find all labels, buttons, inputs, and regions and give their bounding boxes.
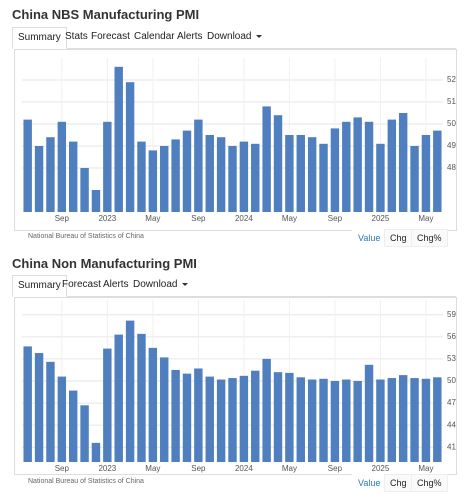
button[interactable]: Chg% [411,229,448,247]
caret-icon [256,34,263,38]
tab-label: Download [133,279,178,290]
tab[interactable]: Summary [12,275,67,297]
tab-bar: Summary Stats Forecast Calendar Alerts D… [12,27,456,49]
button[interactable]: Chg [384,474,413,492]
tab-dropdown[interactable]: Download [202,27,267,47]
button[interactable]: Value [352,474,387,492]
tab-bar: Summary Forecast Alerts Download [12,275,456,297]
tab[interactable]: Alerts [103,279,129,290]
chart-box [14,297,457,475]
source: National Bureau of Statistics of China [28,478,144,485]
chart-box [14,49,457,231]
chart-title: China NBS Manufacturing PMI [12,7,200,22]
tab-dropdown[interactable]: Download [128,275,193,295]
tab[interactable]: Summary [12,27,67,49]
tab[interactable]: Forecast [62,279,101,290]
tab[interactable]: Stats [65,31,88,42]
chart-title: China Non Manufacturing PMI [12,256,197,271]
tab[interactable]: Calendar [134,31,175,42]
tab-label: Download [207,31,252,42]
tab[interactable]: Alerts [177,31,203,42]
button[interactable]: Chg [384,229,413,247]
tab[interactable]: Forecast [91,31,130,42]
button[interactable]: Value [352,229,387,247]
caret-icon [182,282,189,286]
source: National Bureau of Statistics of China [28,233,144,240]
button[interactable]: Chg% [411,474,448,492]
